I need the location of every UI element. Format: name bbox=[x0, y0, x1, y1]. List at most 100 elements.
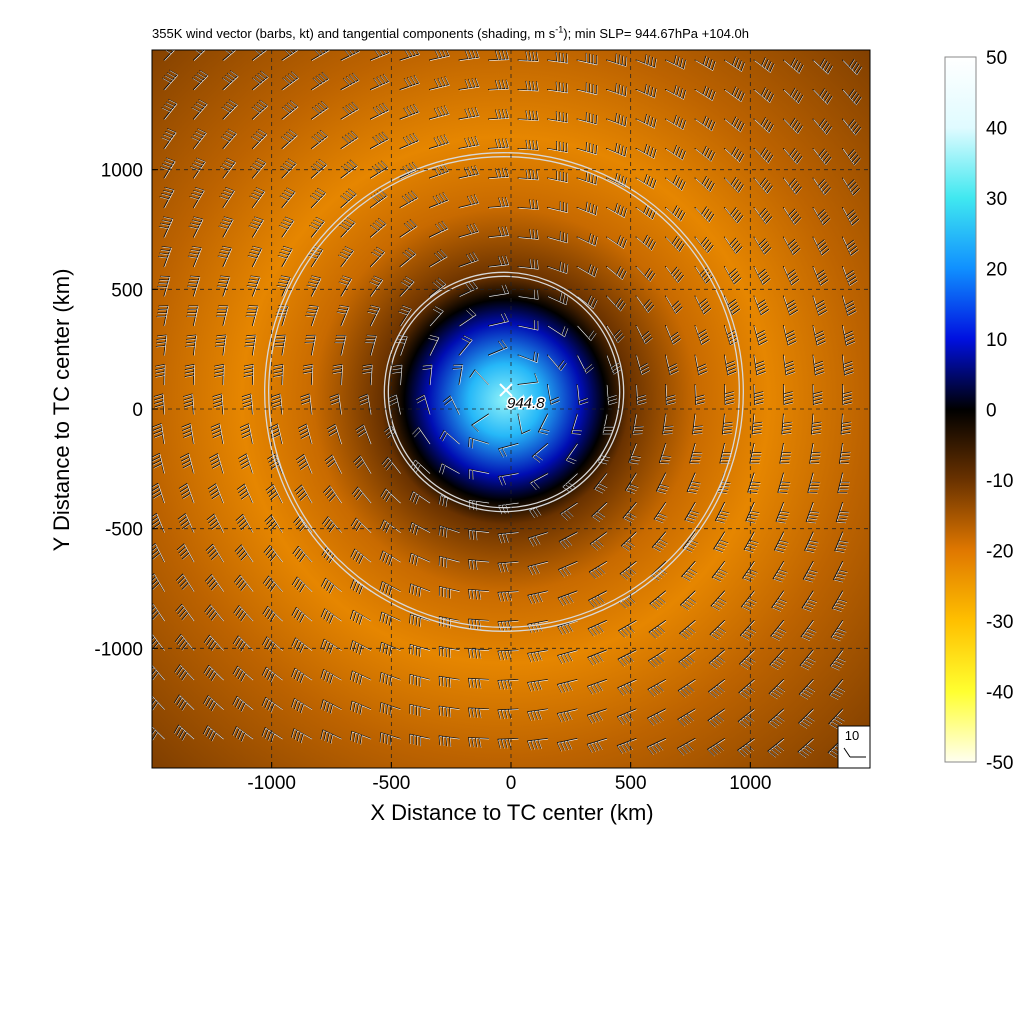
colorbar-tick-label: 10 bbox=[986, 330, 1007, 351]
wind-barb bbox=[488, 255, 510, 268]
wind-barb bbox=[771, 590, 788, 612]
colorbar-tick-label: 20 bbox=[986, 260, 1007, 281]
wind-barb bbox=[557, 649, 578, 665]
wind-barb bbox=[399, 132, 420, 150]
colorbar-tick-label: 30 bbox=[986, 189, 1007, 210]
wind-barb bbox=[152, 453, 165, 474]
wind-barb bbox=[458, 223, 479, 238]
wind-barb bbox=[576, 171, 598, 186]
wind-barb bbox=[576, 141, 598, 156]
wind-barb bbox=[559, 502, 578, 521]
wind-barb bbox=[339, 217, 356, 238]
wind-barb bbox=[408, 583, 431, 598]
colorbar-tick-label: 50 bbox=[986, 48, 1007, 69]
wind-barb bbox=[635, 84, 657, 99]
wind-barb bbox=[281, 71, 299, 91]
y-axis: 1000 500 0 -500 -1000 bbox=[94, 161, 158, 660]
colorbar-tick-label: -50 bbox=[986, 753, 1013, 774]
wind-barb bbox=[656, 472, 670, 494]
wind-barb bbox=[215, 305, 229, 327]
wind-barb bbox=[203, 665, 224, 682]
wind-barb bbox=[297, 423, 313, 445]
wind-barb bbox=[707, 738, 726, 757]
wind-barb bbox=[364, 334, 377, 356]
wind-barb bbox=[350, 517, 372, 533]
chart-title: 355K wind vector (barbs, kt) and tangent… bbox=[152, 24, 749, 41]
wind-barb bbox=[842, 148, 862, 166]
wind-barb bbox=[812, 58, 834, 75]
wind-barb bbox=[203, 695, 224, 712]
wind-barb bbox=[635, 384, 647, 406]
y-tick-label: 500 bbox=[111, 280, 143, 301]
wind-barb bbox=[399, 50, 420, 61]
wind-barb bbox=[261, 697, 283, 713]
wind-barb bbox=[160, 157, 176, 179]
wind-barb bbox=[753, 177, 774, 194]
wind-barb bbox=[812, 118, 833, 135]
wind-barb bbox=[379, 732, 401, 746]
wind-barb bbox=[338, 275, 353, 297]
wind-barb bbox=[576, 201, 598, 216]
wind-barb bbox=[665, 84, 687, 100]
wind-barb bbox=[468, 559, 490, 570]
wind-barb bbox=[708, 649, 726, 670]
wind-barb bbox=[232, 696, 254, 712]
wind-barb bbox=[251, 99, 269, 120]
wind-barb bbox=[174, 664, 195, 681]
wind-barb bbox=[291, 637, 313, 654]
wind-barb bbox=[529, 472, 549, 491]
wind-barb bbox=[557, 590, 578, 607]
wind-barb bbox=[635, 295, 655, 313]
wind-barb bbox=[694, 85, 716, 102]
wind-barb bbox=[665, 55, 687, 70]
wind-barb bbox=[724, 266, 742, 285]
range-ring bbox=[264, 152, 744, 632]
wind-barb bbox=[279, 187, 296, 209]
wind-barb bbox=[694, 236, 715, 254]
wind-barb bbox=[833, 561, 848, 583]
wind-barb bbox=[332, 364, 343, 386]
wind-barb bbox=[679, 620, 696, 640]
wind-barb bbox=[206, 513, 224, 533]
y-tick-label: 1000 bbox=[101, 161, 143, 182]
wind-barb bbox=[586, 708, 608, 724]
wind-barb bbox=[320, 729, 342, 745]
wind-barb bbox=[291, 667, 313, 684]
wind-barb bbox=[152, 664, 165, 681]
wind-barb bbox=[458, 307, 477, 327]
wind-barb bbox=[497, 649, 519, 661]
wind-barb bbox=[305, 305, 319, 327]
wind-barb bbox=[271, 393, 283, 415]
wind-barb bbox=[694, 384, 706, 406]
wind-barb bbox=[215, 334, 227, 356]
wind-barb bbox=[665, 295, 684, 314]
wind-barb bbox=[769, 649, 786, 671]
wind-barb bbox=[221, 99, 238, 120]
wind-barb bbox=[244, 334, 257, 356]
wind-barb bbox=[768, 679, 786, 700]
wind-barb bbox=[635, 354, 651, 375]
wind-barb bbox=[653, 502, 668, 524]
wind-barb bbox=[173, 724, 195, 741]
wind-barb bbox=[153, 393, 165, 415]
wind-barb bbox=[468, 707, 490, 719]
wind-barb bbox=[152, 423, 165, 445]
wind-barb bbox=[185, 334, 197, 356]
wind-barb bbox=[842, 88, 862, 106]
wind-barb bbox=[409, 673, 431, 687]
wind-barb bbox=[349, 700, 372, 715]
wind-barb bbox=[429, 76, 450, 91]
wind-barb bbox=[724, 384, 735, 406]
wind-barb bbox=[724, 56, 746, 72]
wind-barb bbox=[369, 275, 384, 297]
x-tick-label: 500 bbox=[615, 773, 647, 794]
wind-barb bbox=[588, 590, 608, 608]
wind-barb bbox=[350, 548, 372, 565]
wind-barb bbox=[620, 531, 637, 552]
wind-barb bbox=[812, 177, 832, 196]
wind-barb bbox=[497, 590, 519, 602]
wind-barb bbox=[547, 354, 567, 372]
wind-barb bbox=[576, 233, 598, 247]
wind-barb bbox=[842, 58, 863, 76]
